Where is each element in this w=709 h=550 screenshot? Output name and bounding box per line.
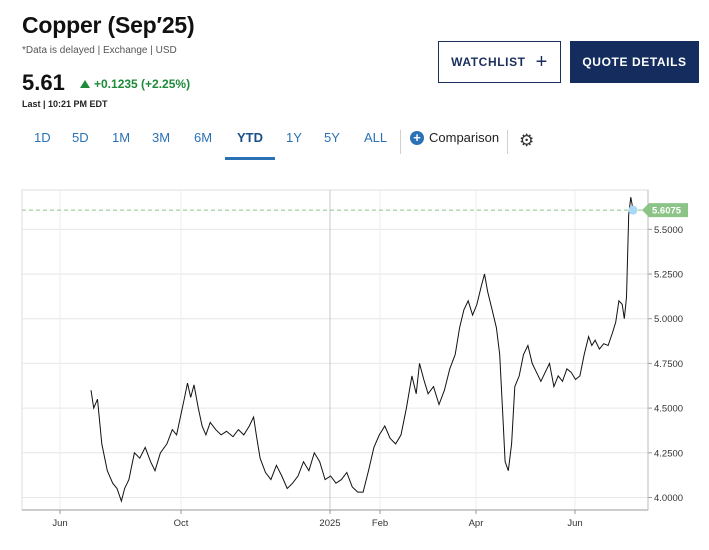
last-update-time: Last | 10:21 PM EDT — [22, 99, 108, 109]
watchlist-button[interactable]: WATCHLIST + — [438, 41, 561, 83]
chart-frame — [21, 189, 649, 511]
tab-1d[interactable]: 1D — [34, 130, 51, 145]
data-delay-note: *Data is delayed | Exchange | USD — [22, 45, 177, 56]
last-price-badge-label: 5.6075 — [652, 206, 682, 217]
tab-1y[interactable]: 1Y — [286, 130, 302, 145]
y-tick-label: 4.0000 — [654, 493, 683, 504]
tab-3m[interactable]: 3M — [152, 130, 171, 145]
active-tab-indicator — [225, 157, 275, 160]
quote-details-label: QUOTE DETAILS — [582, 55, 687, 69]
divider — [400, 130, 401, 154]
plus-icon: + — [535, 51, 548, 73]
x-tick-label: Jun — [567, 518, 582, 529]
last-price: 5.61 — [22, 70, 65, 95]
quote-details-button[interactable]: QUOTE DETAILS — [570, 41, 699, 83]
price-change-value: +0.1235 (+2.25%) — [94, 77, 191, 91]
divider — [507, 130, 508, 154]
watchlist-label: WATCHLIST — [451, 55, 526, 69]
comparison-button[interactable]: + Comparison — [410, 130, 499, 145]
page-title: Copper (Sep′25) — [22, 12, 195, 38]
x-tick-label: Oct — [174, 518, 189, 529]
last-price-badge: 5.6075 — [642, 203, 688, 218]
y-tick-label: 4.2500 — [654, 448, 683, 459]
tab-5d[interactable]: 5D — [72, 130, 89, 145]
y-tick-label: 4.7500 — [654, 359, 683, 370]
tab-6m[interactable]: 6M — [194, 130, 213, 145]
x-tick-label: Jun — [52, 518, 67, 529]
last-price-dot — [628, 205, 638, 215]
y-tick-label: 4.5000 — [654, 404, 683, 415]
tab-all[interactable]: ALL — [364, 130, 388, 145]
y-tick-label: 5.2500 — [654, 270, 683, 281]
plus-circle-icon: + — [410, 130, 424, 145]
price-change: +0.1235 (+2.25%) — [80, 77, 190, 91]
x-tick-label: 2025 — [319, 518, 340, 529]
tab-ytd[interactable]: YTD — [237, 130, 263, 145]
up-arrow-icon — [80, 80, 90, 88]
tab-1m[interactable]: 1M — [112, 130, 131, 145]
tab-5y[interactable]: 5Y — [324, 130, 340, 145]
x-tick-label: Feb — [372, 518, 388, 529]
y-tick-label: 5.5000 — [654, 225, 683, 236]
y-tick-label: 5.0000 — [654, 314, 683, 325]
gear-icon[interactable]: ⚙ — [519, 131, 535, 150]
price-chart[interactable]: 4.0000 4.2500 4.5000 4.7500 5.0000 5.2500 5.50… — [0, 180, 709, 550]
comparison-label: Comparison — [429, 130, 500, 145]
x-tick-label: Apr — [469, 518, 484, 529]
price-line — [90, 197, 634, 503]
